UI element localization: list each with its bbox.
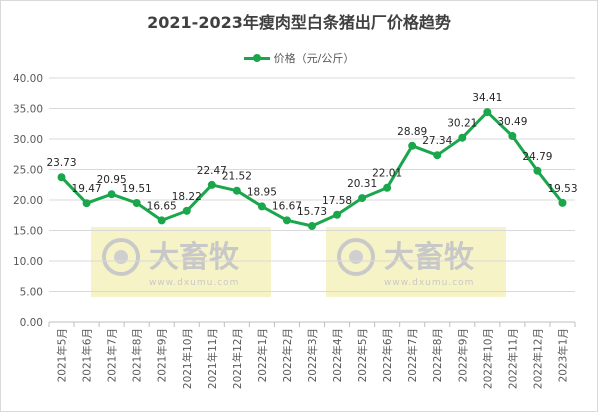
- data-label: 24.79: [522, 151, 552, 163]
- data-point: [433, 151, 442, 160]
- data-point: [383, 183, 392, 192]
- x-tick-label: 2021年12月: [231, 328, 244, 389]
- data-label: 21.52: [222, 171, 252, 183]
- x-tick-label: 2022年7月: [406, 328, 419, 382]
- x-tick-label: 2021年9月: [156, 328, 169, 382]
- x-tick-label: 2022年3月: [306, 328, 319, 382]
- watermark-1: 大畜牧 www.dxumu.com: [91, 227, 271, 297]
- data-label: 17.58: [322, 195, 352, 207]
- x-tick-label: 2021年8月: [131, 328, 144, 382]
- data-label: 30.49: [497, 116, 527, 128]
- x-tick-label: 2022年10月: [481, 328, 494, 389]
- watermark-site: www.dxumu.com: [384, 278, 474, 288]
- y-tick-label: 10.00: [13, 256, 43, 268]
- data-point: [533, 166, 542, 175]
- x-tick-label: 2021年6月: [81, 328, 94, 382]
- data-point: [308, 222, 316, 231]
- y-tick-label: 40.00: [13, 73, 43, 85]
- x-tick-label: 2021年11月: [206, 328, 219, 389]
- data-point: [57, 173, 66, 182]
- x-tick-label: 2021年7月: [106, 328, 119, 382]
- data-point: [257, 202, 266, 211]
- watermark-logo-icon: [102, 238, 140, 276]
- chart-title: 2021-2023年瘦肉型白条猪出厂价格趋势: [147, 13, 451, 32]
- data-point: [107, 190, 116, 199]
- watermark-logo-dot: [349, 250, 363, 264]
- data-label: 22.47: [197, 165, 227, 177]
- data-label: 30.21: [447, 118, 477, 130]
- y-tick-label: 5.00: [20, 287, 43, 299]
- data-label: 20.95: [97, 174, 127, 186]
- data-point: [232, 186, 241, 195]
- x-tick-label: 2022年5月: [356, 328, 369, 382]
- data-label: 18.95: [247, 186, 277, 198]
- data-point: [282, 216, 291, 225]
- y-tick-label: 35.00: [13, 104, 43, 116]
- data-point: [408, 141, 417, 150]
- data-label: 16.67: [272, 200, 302, 212]
- data-point: [333, 210, 342, 219]
- x-tick-label: 2022年8月: [431, 328, 444, 382]
- legend-label: 价格（元/公斤）: [273, 52, 355, 65]
- data-point: [358, 194, 367, 203]
- data-label: 19.51: [122, 183, 152, 195]
- x-tick-label: 2022年11月: [506, 328, 519, 389]
- watermark-logo-icon: [337, 238, 375, 276]
- data-point: [483, 108, 492, 117]
- data-label: 15.73: [297, 206, 327, 218]
- x-tick-label: 2022年4月: [331, 328, 344, 382]
- data-point: [558, 198, 567, 207]
- data-label: 18.22: [172, 191, 202, 203]
- watermark-2: 大畜牧 www.dxumu.com: [326, 227, 506, 297]
- x-tick-label: 2021年5月: [56, 328, 69, 382]
- data-label: 16.65: [147, 200, 177, 212]
- data-point: [182, 206, 191, 215]
- y-tick-label: 30.00: [13, 134, 43, 146]
- data-label: 23.73: [46, 157, 76, 169]
- chart-legend: 价格（元/公斤）: [1, 50, 597, 66]
- x-tick-label: 2023年1月: [556, 328, 569, 382]
- x-tick-label: 2022年1月: [256, 328, 269, 382]
- data-point: [207, 180, 216, 189]
- x-tick-label: 2022年9月: [456, 328, 469, 382]
- watermark-brand: 大畜牧: [384, 240, 475, 275]
- watermark-logo-dot: [114, 250, 128, 264]
- data-point: [132, 198, 141, 207]
- data-label: 20.31: [347, 178, 377, 190]
- data-point: [157, 216, 166, 225]
- data-label: 19.47: [72, 183, 102, 195]
- watermark-brand: 大畜牧: [149, 240, 240, 275]
- y-tick-label: 15.00: [13, 226, 43, 238]
- data-label: 19.53: [547, 183, 577, 195]
- y-tick-label: 0.00: [20, 317, 43, 329]
- data-label: 28.89: [397, 126, 427, 138]
- legend-swatch: [243, 53, 270, 63]
- data-point: [82, 199, 91, 208]
- x-tick-label: 2022年12月: [531, 328, 544, 389]
- data-label: 34.41: [472, 92, 502, 104]
- x-tick-label: 2022年6月: [381, 328, 394, 382]
- data-point: [458, 133, 467, 142]
- y-tick-label: 25.00: [13, 165, 43, 177]
- data-label: 22.01: [372, 168, 402, 180]
- data-label: 27.34: [422, 135, 452, 147]
- legend-marker: [252, 54, 261, 62]
- x-tick-label: 2022年2月: [281, 328, 294, 382]
- watermark-site: www.dxumu.com: [149, 278, 239, 288]
- y-tick-label: 20.00: [13, 195, 43, 207]
- x-tick-label: 2021年10月: [181, 328, 194, 389]
- data-point: [508, 132, 517, 141]
